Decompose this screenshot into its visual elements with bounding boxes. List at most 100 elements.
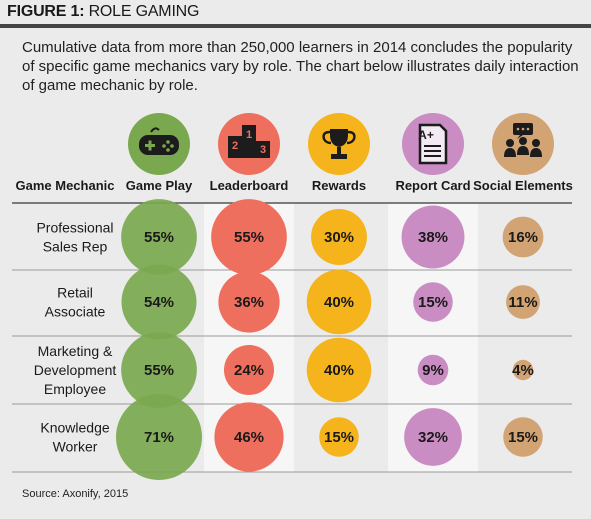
value-label: 15%: [508, 429, 538, 446]
value-bubble: [211, 199, 287, 275]
value-label: 46%: [234, 429, 264, 446]
value-bubble: [214, 402, 284, 472]
icon-part: [418, 123, 448, 165]
value-bubble: [121, 199, 197, 275]
trophy-icon: [322, 129, 356, 159]
value-bubble: [121, 264, 197, 340]
value-label: 55%: [144, 229, 174, 246]
value-bubble: [512, 359, 534, 381]
row-label-line: Professional: [36, 220, 113, 236]
value-label: 11%: [508, 294, 537, 311]
report-card-icon: A+: [418, 123, 448, 165]
value-label: 55%: [234, 229, 264, 246]
icon-part: [256, 141, 270, 158]
row-label-line: Development: [34, 362, 117, 378]
row-label-line: Associate: [45, 304, 106, 320]
value-bubble: [401, 205, 465, 269]
value-label: 15%: [418, 294, 448, 311]
icon-part: [346, 130, 356, 145]
gamepad-icon: [139, 127, 179, 155]
icon-part: 2: [232, 140, 238, 152]
value-label: 32%: [418, 429, 448, 446]
icon-part: 3: [260, 144, 266, 156]
icon-part: 1: [246, 129, 252, 141]
value-label: 55%: [144, 362, 174, 379]
figure-label: FIGURE 1:: [7, 3, 85, 20]
value-bubble: [506, 285, 540, 319]
value-bubble: [417, 354, 449, 386]
icon-part: [166, 140, 170, 144]
row-label-line: Marketing &: [38, 343, 113, 359]
icon-part: [337, 147, 341, 154]
row-label: Marketing & Development Employee: [34, 343, 117, 397]
icon-part: [516, 127, 520, 131]
source-note: Source: Axonify, 2015: [22, 488, 129, 500]
value-bubble: [311, 209, 367, 265]
icon-part: [166, 148, 170, 152]
icon-part: [532, 139, 540, 147]
value-label: 15%: [324, 429, 354, 446]
icon-part: [330, 129, 348, 147]
icon-part: [530, 148, 542, 157]
icon-part: [150, 127, 160, 133]
value-label: 4%: [512, 362, 534, 379]
figure-title: FIGURE 1: ROLE GAMING: [7, 3, 199, 21]
row-label: Knowledge Worker: [40, 420, 109, 455]
icon-part: A+: [418, 128, 434, 142]
icon-part: [526, 127, 530, 131]
column-header: Leaderboard: [210, 178, 289, 193]
value-bubble: [413, 282, 453, 322]
value-bubble: [404, 408, 462, 466]
title-rule: [0, 24, 591, 28]
value-label: 16%: [508, 229, 538, 246]
row-label-line: Sales Rep: [43, 239, 108, 255]
value-label: 30%: [324, 229, 354, 246]
podium-icon: 12 3: [228, 125, 270, 158]
column-header: Rewards: [312, 178, 366, 193]
value-bubble: [121, 332, 197, 408]
row-header: Game Mechanic: [16, 178, 115, 193]
value-label: 40%: [324, 294, 354, 311]
column-header: Social Elements: [473, 178, 573, 193]
icon-part: [242, 125, 256, 158]
value-label: 71%: [144, 429, 174, 446]
column-header: Report Card: [395, 178, 470, 193]
value-bubble: [306, 337, 372, 403]
value-label: 36%: [234, 294, 264, 311]
icon-part: [170, 144, 174, 148]
value-label: 54%: [144, 294, 174, 311]
figure-title-text: ROLE GAMING: [88, 3, 200, 20]
row-label-line: Retail: [57, 285, 93, 301]
value-bubble: [319, 417, 359, 457]
value-bubble: [223, 344, 275, 396]
row-label-line: Employee: [44, 381, 106, 397]
value-label: 38%: [418, 229, 448, 246]
row-label: Professional Sales Rep: [36, 220, 113, 255]
value-label: 24%: [234, 362, 264, 379]
value-label: 9%: [422, 362, 444, 379]
value-label: 40%: [324, 362, 354, 379]
icon-part: [506, 139, 514, 147]
value-bubble: [503, 417, 543, 457]
value-bubble: [116, 394, 202, 480]
icon-part: [504, 148, 516, 157]
icon-part: [517, 146, 529, 155]
column-header: Game Play: [126, 178, 193, 193]
value-bubble: [502, 216, 544, 258]
icon-part: [521, 127, 525, 131]
icon-part: [148, 140, 152, 151]
icon-part: [322, 130, 332, 145]
value-bubble: [218, 271, 280, 333]
intro-text: Cumulative data from more than 250,000 l…: [22, 39, 579, 94]
icon-part: [517, 135, 523, 139]
icon-part: [331, 154, 347, 159]
icon-part: [228, 136, 242, 158]
row-label-line: Knowledge: [40, 420, 109, 436]
icon-part: [162, 144, 166, 148]
row-label: Retail Associate: [45, 285, 106, 320]
row-label-line: Worker: [53, 439, 98, 455]
value-bubble: [306, 269, 372, 335]
social-group-icon: [504, 123, 542, 157]
icon-part: [519, 137, 527, 145]
